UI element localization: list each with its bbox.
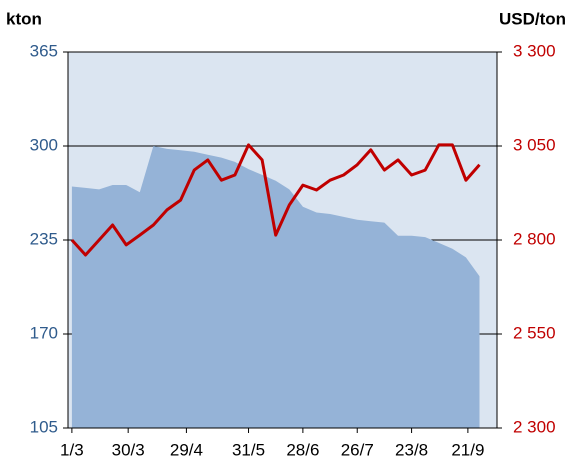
x-tick-label: 29/4 xyxy=(170,440,203,459)
y-axis-title: kton xyxy=(6,9,42,28)
y2-tick-label: 2 550 xyxy=(513,323,556,342)
x-tick-label: 26/7 xyxy=(341,440,374,459)
y2-tick-label: 3 050 xyxy=(513,135,556,154)
area xyxy=(71,146,480,428)
y-tick-label: 105 xyxy=(30,417,58,436)
line xyxy=(70,143,481,257)
y-tick-label: 365 xyxy=(30,41,58,60)
y-tick-label: 300 xyxy=(30,135,58,154)
y2-tick-label: 3 300 xyxy=(513,41,556,60)
y-tick-label: 235 xyxy=(30,229,58,248)
x-tick-label: 21/9 xyxy=(451,440,484,459)
y2-tick-label: 2 800 xyxy=(513,229,556,248)
y2-tick-label: 2 300 xyxy=(513,417,556,436)
x-tick-label: 28/6 xyxy=(286,440,319,459)
x-tick-label: 30/3 xyxy=(112,440,145,459)
x-tick-label: 23/8 xyxy=(395,440,428,459)
y-tick-label: 170 xyxy=(30,323,58,342)
y2-axis-title: USD/ton xyxy=(499,9,566,28)
x-tick-label: 1/3 xyxy=(60,440,84,459)
x-tick-label: 31/5 xyxy=(232,440,265,459)
